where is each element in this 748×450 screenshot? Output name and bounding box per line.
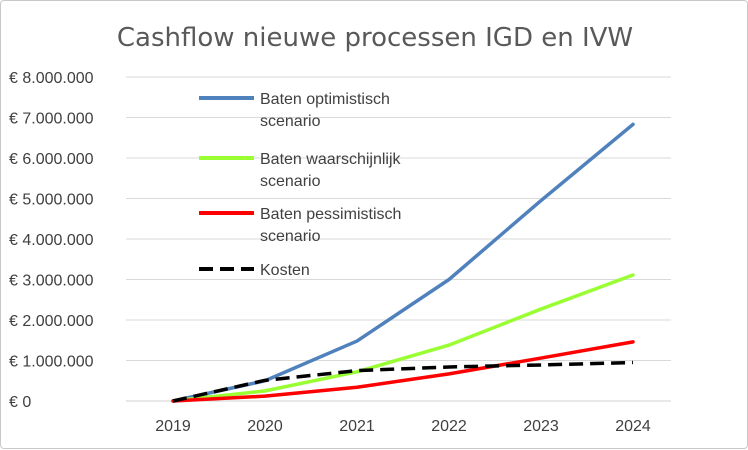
y-tick-label: € 4.000.000 [9, 232, 94, 249]
legend-label: Baten waarschijnlijk [260, 151, 402, 168]
y-tick-label: € 6.000.000 [9, 151, 94, 168]
y-tick-label: € 3.000.000 [9, 273, 94, 290]
gridlines [126, 77, 671, 401]
y-axis-ticks: € 0 € 1.000.000 € 2.000.000 € 3.000.000 € 4.… [9, 70, 94, 411]
legend-label: scenario [260, 228, 321, 245]
y-tick-label: € 7.000.000 [9, 111, 94, 128]
x-tick-label: 2019 [155, 418, 191, 435]
y-tick-label: € 8.000.000 [9, 70, 94, 87]
y-tick-label: € 2.000.000 [9, 313, 94, 330]
legend-label: Baten optimistisch [260, 91, 390, 108]
legend-label: Baten pessimistisch [260, 206, 401, 223]
legend-entry-3: Kosten [199, 262, 310, 279]
legend-label: scenario [260, 173, 321, 190]
series-lines [173, 124, 633, 401]
x-tick-label: 2020 [247, 418, 283, 435]
x-axis-ticks: 2019 2020 2021 2022 2023 2024 [155, 418, 651, 435]
y-tick-label: € 0 [9, 394, 31, 411]
x-tick-label: 2021 [339, 418, 375, 435]
legend-entry-1: Baten waarschijnlijk scenario [199, 151, 402, 190]
legend-label: scenario [260, 113, 321, 130]
x-tick-label: 2024 [615, 418, 651, 435]
x-tick-label: 2023 [523, 418, 559, 435]
y-tick-label: € 5.000.000 [9, 192, 94, 209]
legend-entry-0: Baten optimistisch scenario [199, 91, 390, 130]
y-tick-label: € 1.000.000 [9, 354, 94, 371]
chart-title: Cashflow nieuwe processen IGD en IVW [117, 23, 633, 53]
x-tick-label: 2022 [431, 418, 467, 435]
legend-label: Kosten [260, 262, 310, 279]
